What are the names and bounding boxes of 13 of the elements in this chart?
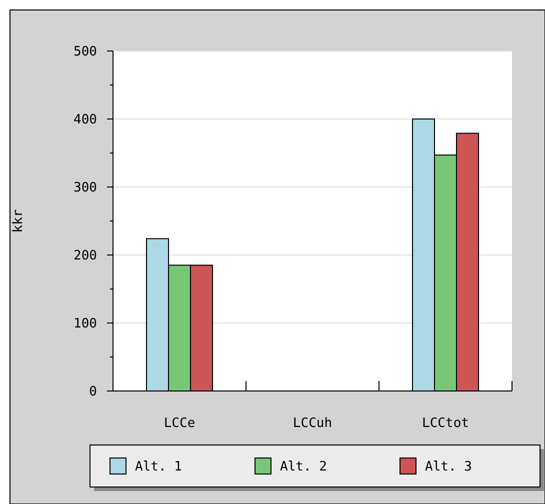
x-tick-label: LCCtot [422,416,469,431]
y-axis-title: kkr [11,209,26,233]
y-tick-label: 200 [74,248,97,264]
y-tick-label: 500 [74,44,97,60]
y-tick-label: 0 [89,384,97,400]
x-tick-label: LCCe [164,416,196,431]
legend-label: Alt. 1 [135,460,182,475]
legend-label: Alt. 3 [425,460,472,475]
y-tick-label: 300 [74,180,97,196]
y-tick-label: 400 [74,112,97,128]
y-tick-label: 100 [74,316,97,332]
x-tick-label: LCCuh [292,416,332,431]
legend-label: Alt. 2 [280,460,327,475]
